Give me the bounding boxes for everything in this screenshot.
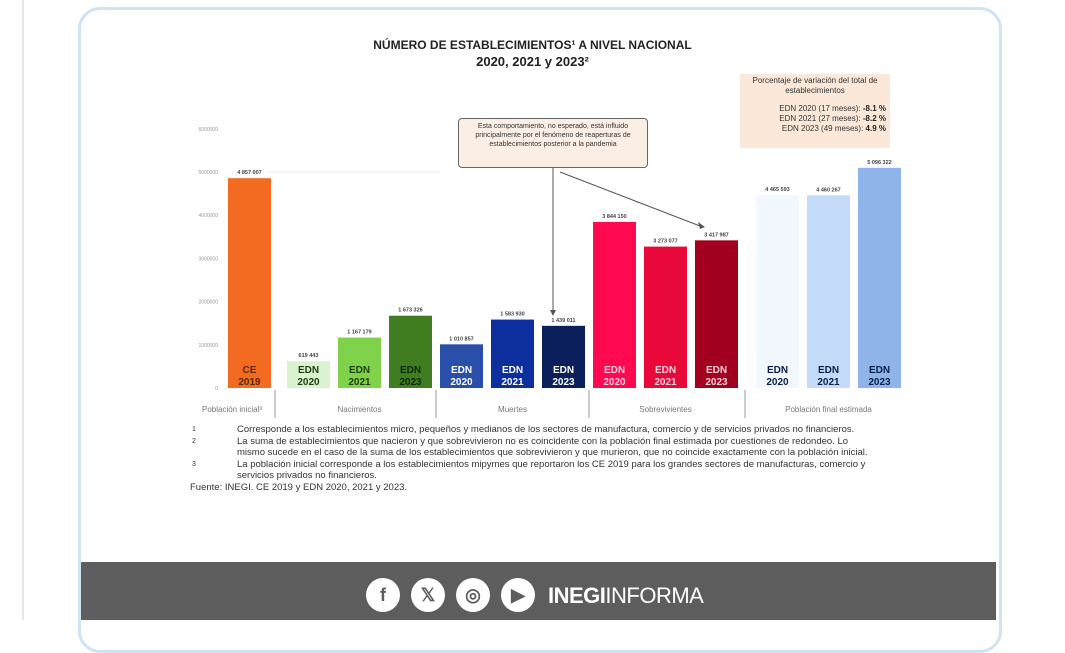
- instagram-icon[interactable]: ◎: [456, 578, 490, 612]
- variation-row: EDN 2020 (17 meses): -8.1 %: [779, 104, 886, 113]
- bar: [807, 195, 850, 388]
- group-label: Población inicial³: [202, 405, 262, 414]
- bar-category-label: EDN: [502, 365, 523, 376]
- bar-category-label: 2021: [501, 377, 524, 388]
- bar-value-label: 1 583 930: [500, 312, 524, 318]
- bar-category-label: EDN: [818, 365, 839, 376]
- y-tick-label: 5000000: [199, 170, 219, 176]
- bar-category-label: EDN: [706, 365, 727, 376]
- bar-value-label: 3 844 150: [602, 214, 626, 220]
- bar-category-label: 2019: [238, 377, 261, 388]
- footer-bar: [81, 562, 996, 620]
- bar-category-label: 2020: [603, 377, 626, 388]
- bar: [338, 337, 381, 388]
- bar-category-label: 2021: [654, 377, 677, 388]
- bar: [440, 344, 483, 388]
- inegi-informa-logo: INEGIINFORMA: [548, 583, 704, 608]
- bar-category-label: 2021: [348, 377, 371, 388]
- y-tick-label: 4000000: [199, 213, 219, 219]
- source-note: Fuente: INEGI. CE 2019 y EDN 2020, 2021 …: [190, 481, 408, 493]
- bar-value-label: 4 857 007: [237, 170, 261, 176]
- bar: [542, 325, 585, 388]
- bar: [644, 246, 687, 388]
- bar: [756, 195, 799, 388]
- bar-category-label: CE: [243, 365, 257, 376]
- bar-category-label: 2020: [450, 377, 473, 388]
- bar-value-label: 1 010 857: [449, 336, 473, 342]
- bar-category-label: 2020: [297, 377, 320, 388]
- bar-category-label: 2023: [399, 377, 422, 388]
- footnote: 2 La suma de establecimientos que naciero…: [192, 435, 868, 459]
- footnote: 3 La población inicial corresponde a los …: [192, 458, 866, 482]
- variation-box: Porcentaje de variación del total de est…: [740, 74, 890, 148]
- group-label: Sobrevivientes: [639, 405, 691, 414]
- bar-value-label: 1 439 011: [551, 318, 575, 324]
- variation-row: EDN 2021 (27 meses): -8.2 %: [779, 114, 886, 123]
- bar-category-label: 2023: [705, 377, 728, 388]
- bar-category-label: EDN: [298, 365, 319, 376]
- y-tick-label: 3000000: [199, 256, 219, 262]
- x-icon[interactable]: 𝕏: [411, 578, 445, 612]
- y-tick-label: 1000000: [199, 343, 219, 349]
- group-label: Muertes: [498, 405, 527, 414]
- bar-value-label: 1 167 179: [347, 330, 371, 336]
- bar-value-label: 4 460 267: [816, 187, 840, 193]
- bar-category-label: EDN: [553, 365, 574, 376]
- y-tick-label: 6000000: [199, 127, 219, 133]
- bar-value-label: 3 273 077: [653, 239, 677, 245]
- bar-category-label: EDN: [655, 365, 676, 376]
- chart-title: NÚMERO DE ESTABLECIMIENTOS¹ A NIVEL NACI…: [373, 38, 692, 52]
- footnote: 1 Corresponde a los establecimientos micr…: [192, 424, 855, 435]
- bar: [491, 319, 534, 388]
- bar-value-label: 3 417 987: [704, 232, 728, 238]
- bar-value-label: 1 673 326: [398, 308, 422, 314]
- bar-value-label: 4 465 593: [765, 187, 789, 193]
- bar: [389, 315, 432, 388]
- y-tick-label: 0: [215, 386, 218, 392]
- bar-category-label: EDN: [767, 365, 788, 376]
- footnotes: 1 Corresponde a los establecimientos micr…: [190, 424, 870, 493]
- arrow-head: [698, 222, 705, 229]
- bar-category-label: 2021: [817, 377, 840, 388]
- annotation-callout: Esta comportamiento, no esperado, está i…: [458, 118, 648, 168]
- bar: [858, 167, 901, 388]
- bar-value-label: 5 096 322: [867, 160, 891, 166]
- group-label: Nacimientos: [337, 405, 381, 414]
- bar: [228, 178, 271, 388]
- bar: [695, 240, 738, 388]
- group-label: Población final estimada: [785, 405, 872, 414]
- bar-category-label: 2023: [868, 377, 891, 388]
- arrow-head: [550, 310, 556, 316]
- bar: [593, 221, 636, 388]
- bar: [287, 361, 330, 388]
- bar-category-label: EDN: [400, 365, 421, 376]
- page-divider: [22, 0, 24, 620]
- bar-category-label: EDN: [451, 365, 472, 376]
- variation-row: EDN 2023 (49 meses): 4.9 %: [781, 124, 886, 133]
- y-tick-label: 2000000: [199, 300, 219, 306]
- youtube-icon[interactable]: ▶: [501, 578, 535, 612]
- bar-category-label: 2020: [766, 377, 789, 388]
- bar-value-label: 619 443: [299, 353, 319, 359]
- chart-subtitle: 2020, 2021 y 2023²: [476, 54, 589, 69]
- bar-category-label: 2023: [552, 377, 575, 388]
- bar-chart: 0 1000000 2000000 3000000 4000000 5000000 6000…: [199, 127, 901, 418]
- bar-category-label: EDN: [604, 365, 625, 376]
- variation-title: Porcentaje de variación del total de est…: [752, 76, 878, 95]
- bar-category-label: EDN: [349, 365, 370, 376]
- bar-category-label: EDN: [869, 365, 890, 376]
- facebook-icon[interactable]: f: [366, 578, 400, 612]
- annotation-arrow: [559, 171, 701, 227]
